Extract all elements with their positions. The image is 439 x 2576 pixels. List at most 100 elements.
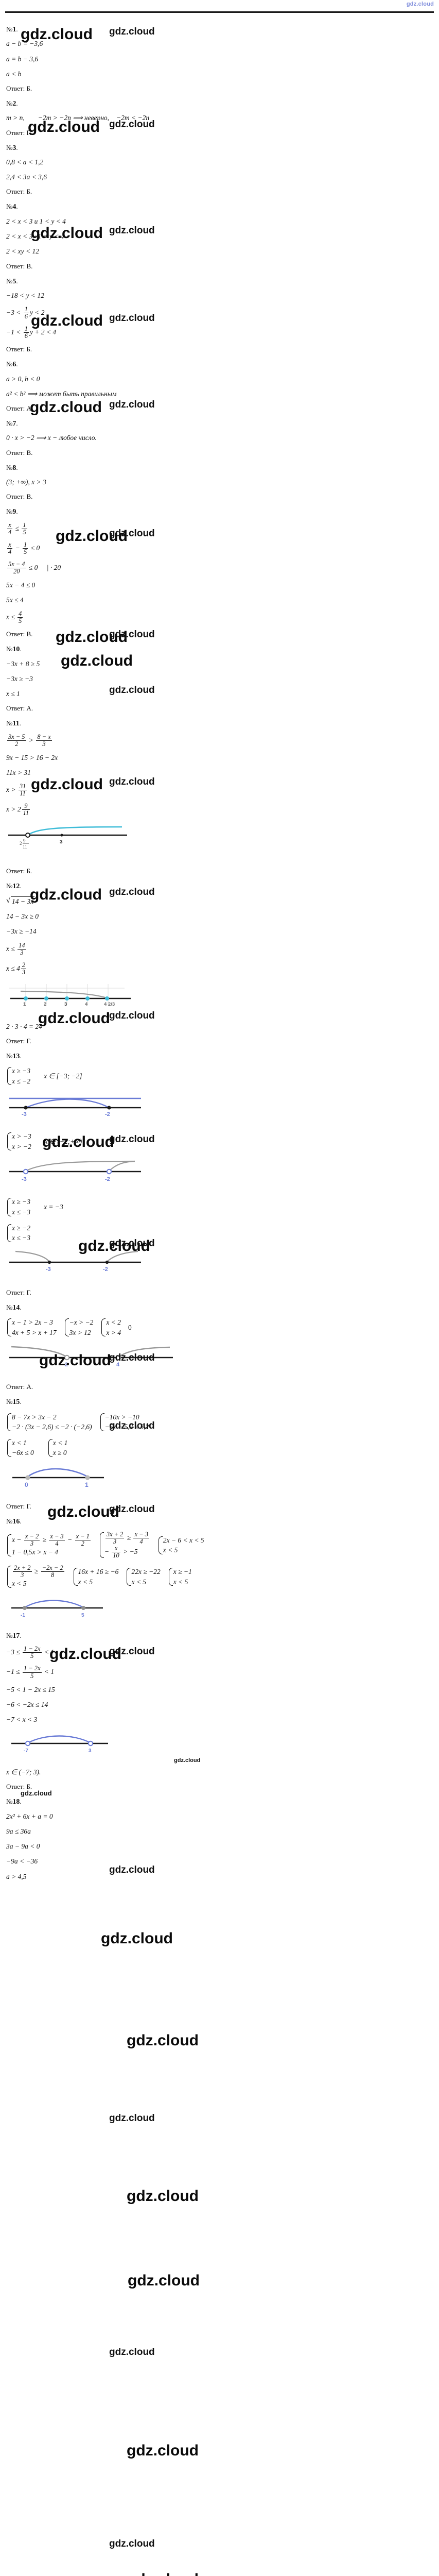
svg-text:-2: -2 [105,1111,110,1117]
task-3: №3. 0,8 < a < 1,2 2,4 < 3a < 3,6 Ответ: … [6,144,222,196]
system-brace: x > −3 x > −2 [6,1131,31,1151]
equation-line: 9a ≤ 36a [6,1827,31,1836]
task-number: №10. [6,645,22,654]
equation-line: −6 < −2x ≤ 14 [6,1700,48,1708]
task-number: №11. [6,719,21,728]
equation-line: −3x ≥ −3 [6,675,33,683]
task-6: №6. a > 0, b < 0 a² < b² ⟹ может быть пр… [6,360,222,413]
number-line-figure-15: 0 1 [6,1465,222,1489]
answer-line: Ответ: В. [6,448,33,456]
number-line-figure-13b: -3 -2 [6,1159,222,1183]
system-brace: 22x ≥ −22 x < 5 [126,1567,161,1587]
equation-line: x > 31 11 [6,783,27,798]
task-8: №8. (3; +∞), x > 3 Ответ: В. [6,464,222,501]
number-line-figure-16: -1 5 [6,1596,222,1619]
equation-line: 5x − 4 20 ≤ 0 | · 20 [7,560,61,575]
system-brace: x ≥ −1 x < 5 [168,1567,192,1587]
system-row: x ≥ −2 x ≤ −3 [6,1223,222,1243]
svg-text:2: 2 [20,841,22,846]
number-line-figure-12: 1 2 3 4 4 2/3 [6,983,222,1009]
task-number: №16. [6,1517,22,1526]
system-brace: x < 2 x > 4 [100,1317,121,1337]
answer-line: Ответ: Б. [6,867,32,875]
svg-text:-2: -2 [103,1266,108,1273]
task-13: №13. x ≥ −3 x ≤ −2 x ∈ [−3; −2] -3 -2 [6,1052,222,1297]
svg-text:-3: -3 [22,1111,27,1117]
equation-line: a² < b² ⟹ может быть правильным [6,389,117,398]
equation-line: 11x > 31 [6,769,31,777]
task-number: №18. [6,1798,22,1806]
task-number: №9. [6,507,18,516]
task-number: №12. [6,882,22,891]
watermark: gdz.cloud [127,2188,199,2205]
answer-line: Ответ: Г. [6,128,31,137]
system-brace: x ≥ −2 x ≤ −3 [6,1223,30,1243]
task-number: №4. [6,202,18,211]
watermark: gdz.cloud [109,2538,155,2549]
svg-text:4: 4 [116,1362,120,1368]
page-top-rule [5,11,434,13]
number-line-figure-13a: -3 -2 [6,1093,222,1118]
equation-line: 5x ≤ 4 [6,596,24,604]
solutions-column: №1. a − b = −3,6 a = b − 3,6 a < b Ответ… [6,19,222,1887]
svg-text:2: 2 [65,1362,68,1368]
equation-line: 2,4 < 3a < 3,6 [6,173,47,181]
equation-line: x ≤ 1 [6,690,20,698]
system-row: x − 1 > 2x − 3 4x + 5 > x + 17 −x > −2 3… [6,1317,222,1337]
watermark: gdz.cloud [127,2572,199,2576]
svg-text:11: 11 [23,844,27,850]
task-17: №17. −3 ≤ 1 − 2x 5 < 1 −1 ≤ 1 − 2x 5 < 1 −… [6,1632,222,1791]
equation-line: a > 4,5 [6,1872,27,1880]
system-result: x ∈ (−2;+∞) [44,1137,82,1145]
number-line-figure-14: 2 4 [6,1345,222,1369]
task-number: №1. [6,25,18,33]
equation-line: 2x² + 6x + a = 0 [6,1812,53,1820]
task-18: №18. 2x² + 6x + a = 0 9a ≤ 36a 3a − 9a <… [6,1798,222,1881]
task-7: №7. 0 · x > −2 ⟹ x − любое число. Ответ:… [6,419,222,457]
equation-line: x ≤ 14 3 [6,941,26,956]
equation-line: a = b − 3,6 [6,55,39,63]
equation-line: −3 ≤ 1 − 2x 5 < 1 [6,1645,55,1660]
equation-line: (3; +∞), x > 3 [6,478,46,486]
task-number: №7. [6,419,18,428]
equation-line: 0,8 < a < 1,2 [6,158,44,166]
watermark: gdz.cloud [127,2442,199,2459]
system-brace: x ≥ −3 x ≤ −3 [6,1197,30,1217]
equation-line: 2 < x < 3 и 1 < y < 4 [6,217,66,225]
svg-text:4: 4 [85,1002,88,1007]
equation-line: 3a − 9a < 0 [6,1842,40,1851]
equation-line: −9a < −36 [6,1857,38,1866]
system-row: 8 − 7x > 3x − 2 −2 · (3x − 2,6) ≤ −2 · (… [6,1412,222,1432]
equation-line: 14 − 3x ≥ 0 [6,912,39,921]
task-number: №3. [6,143,18,152]
task-14: №14. x − 1 > 2x − 3 4x + 5 > x + 17 −x >… [6,1303,222,1392]
equation-line: −3x + 8 ≥ 5 [6,659,40,668]
system-brace: 8 − 7x > 3x − 2 −2 · (3x − 2,6) ≤ −2 · (… [6,1412,92,1432]
answer-line: Ответ: Г. [6,1502,31,1510]
equation-line: 0 · x > −2 ⟹ x − любое число. [6,434,97,442]
watermark: gdz.cloud [101,1930,173,1947]
number-line-figure-17: -7 3 [6,1732,222,1754]
task-number: №5. [6,277,18,285]
equation-line: 2 · 3 · 4 = 24 [6,1022,42,1030]
equation-line: a > 0, b < 0 [6,375,40,383]
answer-line: Ответ: Б. [6,1783,32,1791]
svg-text:-7: -7 [24,1748,28,1754]
svg-text:3: 3 [89,1748,92,1754]
svg-text:0: 0 [25,1481,28,1488]
task-4: №4. 2 < x < 3 и 1 < y < 4 2 < x < 3 · 1 … [6,203,222,270]
equation-line: −1 ≤ 1 − 2x 5 < 1 [6,1665,55,1680]
equation-line: 2 < xy < 12 [6,247,39,256]
task-number: №2. [6,99,18,108]
extra-value: 0 [128,1323,132,1331]
